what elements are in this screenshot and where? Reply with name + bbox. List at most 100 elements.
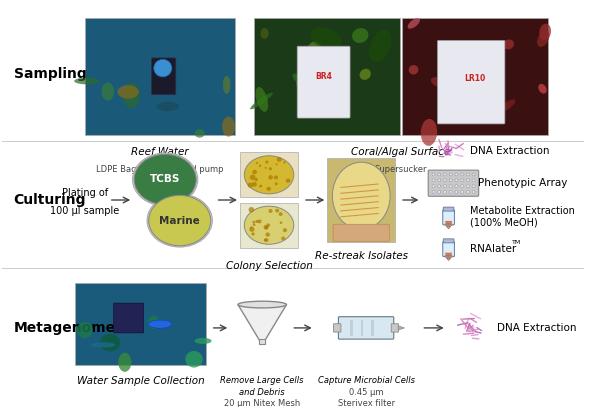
Ellipse shape — [77, 322, 93, 338]
Circle shape — [275, 182, 278, 185]
Circle shape — [283, 228, 287, 232]
Circle shape — [432, 185, 435, 188]
FancyBboxPatch shape — [391, 324, 398, 332]
Ellipse shape — [185, 351, 203, 368]
Ellipse shape — [238, 301, 286, 308]
Ellipse shape — [244, 156, 294, 194]
Circle shape — [461, 179, 464, 182]
Text: Remove Large Cells: Remove Large Cells — [220, 376, 304, 385]
Bar — [254, 18, 400, 135]
Circle shape — [461, 173, 464, 176]
Text: Culturing: Culturing — [14, 193, 86, 207]
Circle shape — [265, 160, 268, 164]
Bar — [327, 158, 395, 242]
Text: Reef Water: Reef Water — [131, 147, 188, 157]
Bar — [85, 18, 235, 135]
Circle shape — [472, 173, 475, 176]
Circle shape — [260, 185, 262, 187]
Ellipse shape — [194, 129, 205, 138]
Circle shape — [286, 178, 290, 183]
Circle shape — [438, 173, 441, 176]
Ellipse shape — [133, 153, 198, 206]
Bar — [361, 319, 364, 336]
Text: 0.45 µm: 0.45 µm — [349, 387, 383, 397]
Ellipse shape — [537, 31, 550, 47]
Circle shape — [248, 183, 253, 188]
Polygon shape — [445, 256, 452, 260]
Polygon shape — [238, 304, 286, 340]
Circle shape — [443, 179, 446, 182]
Text: TM: TM — [512, 241, 521, 245]
Circle shape — [250, 226, 253, 229]
Ellipse shape — [148, 320, 172, 328]
FancyBboxPatch shape — [443, 241, 454, 257]
Ellipse shape — [123, 83, 140, 108]
Circle shape — [250, 175, 256, 180]
Circle shape — [466, 173, 469, 176]
Ellipse shape — [100, 334, 120, 351]
Text: Supersucker: Supersucker — [375, 164, 427, 173]
Circle shape — [256, 162, 258, 164]
Text: TCBS: TCBS — [150, 175, 181, 184]
Ellipse shape — [369, 30, 391, 62]
Circle shape — [252, 170, 257, 174]
Circle shape — [254, 178, 258, 182]
Circle shape — [265, 232, 270, 237]
Circle shape — [268, 175, 273, 179]
Circle shape — [443, 185, 446, 188]
Text: LDPE Bag with modified pump: LDPE Bag with modified pump — [96, 164, 224, 173]
Text: Water Sample Collection: Water Sample Collection — [77, 376, 204, 387]
FancyBboxPatch shape — [259, 339, 265, 344]
Ellipse shape — [431, 77, 445, 87]
Circle shape — [277, 157, 281, 162]
Circle shape — [266, 187, 271, 191]
Circle shape — [281, 236, 285, 240]
FancyBboxPatch shape — [443, 210, 454, 225]
Text: Re-streak Isolates: Re-streak Isolates — [315, 252, 408, 261]
FancyBboxPatch shape — [437, 40, 505, 124]
Ellipse shape — [256, 87, 268, 112]
Circle shape — [265, 238, 268, 242]
Circle shape — [466, 185, 469, 188]
Polygon shape — [445, 221, 452, 228]
Bar — [402, 18, 548, 135]
Ellipse shape — [134, 154, 196, 205]
Circle shape — [274, 175, 278, 179]
Ellipse shape — [250, 92, 273, 109]
Ellipse shape — [223, 76, 230, 94]
Circle shape — [278, 212, 283, 216]
Ellipse shape — [222, 117, 235, 137]
Circle shape — [466, 190, 469, 193]
Ellipse shape — [503, 39, 514, 49]
Circle shape — [275, 209, 279, 212]
Circle shape — [455, 190, 458, 193]
Circle shape — [253, 223, 256, 226]
Text: Marine: Marine — [160, 216, 200, 225]
Circle shape — [466, 179, 469, 182]
Circle shape — [449, 190, 452, 193]
Circle shape — [283, 161, 286, 164]
Circle shape — [455, 173, 458, 176]
Text: 100 µl sample: 100 µl sample — [50, 206, 119, 216]
Circle shape — [268, 209, 272, 213]
FancyBboxPatch shape — [297, 46, 350, 118]
FancyBboxPatch shape — [151, 58, 176, 95]
Text: and Debris: and Debris — [239, 387, 285, 397]
Text: BR4: BR4 — [315, 72, 332, 81]
Circle shape — [253, 221, 255, 223]
Circle shape — [443, 190, 446, 193]
Bar — [350, 319, 353, 336]
Circle shape — [455, 179, 458, 182]
Circle shape — [432, 179, 435, 182]
Ellipse shape — [91, 342, 115, 348]
Circle shape — [438, 190, 441, 193]
Circle shape — [257, 219, 262, 223]
Ellipse shape — [538, 84, 547, 94]
Circle shape — [252, 182, 257, 187]
FancyBboxPatch shape — [114, 303, 143, 333]
Ellipse shape — [101, 82, 114, 101]
Circle shape — [280, 221, 283, 224]
Ellipse shape — [452, 84, 458, 105]
Ellipse shape — [148, 315, 160, 329]
Circle shape — [256, 220, 259, 223]
